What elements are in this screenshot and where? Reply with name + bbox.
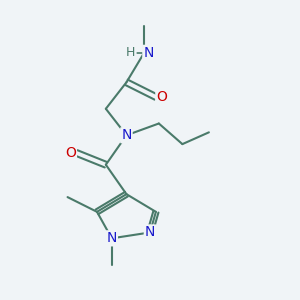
Text: N: N xyxy=(145,225,155,239)
Text: O: O xyxy=(65,146,76,160)
Text: N: N xyxy=(143,46,154,60)
Text: H: H xyxy=(126,46,136,59)
Text: N: N xyxy=(106,231,117,245)
Text: O: O xyxy=(156,90,167,104)
Text: N: N xyxy=(121,128,132,142)
